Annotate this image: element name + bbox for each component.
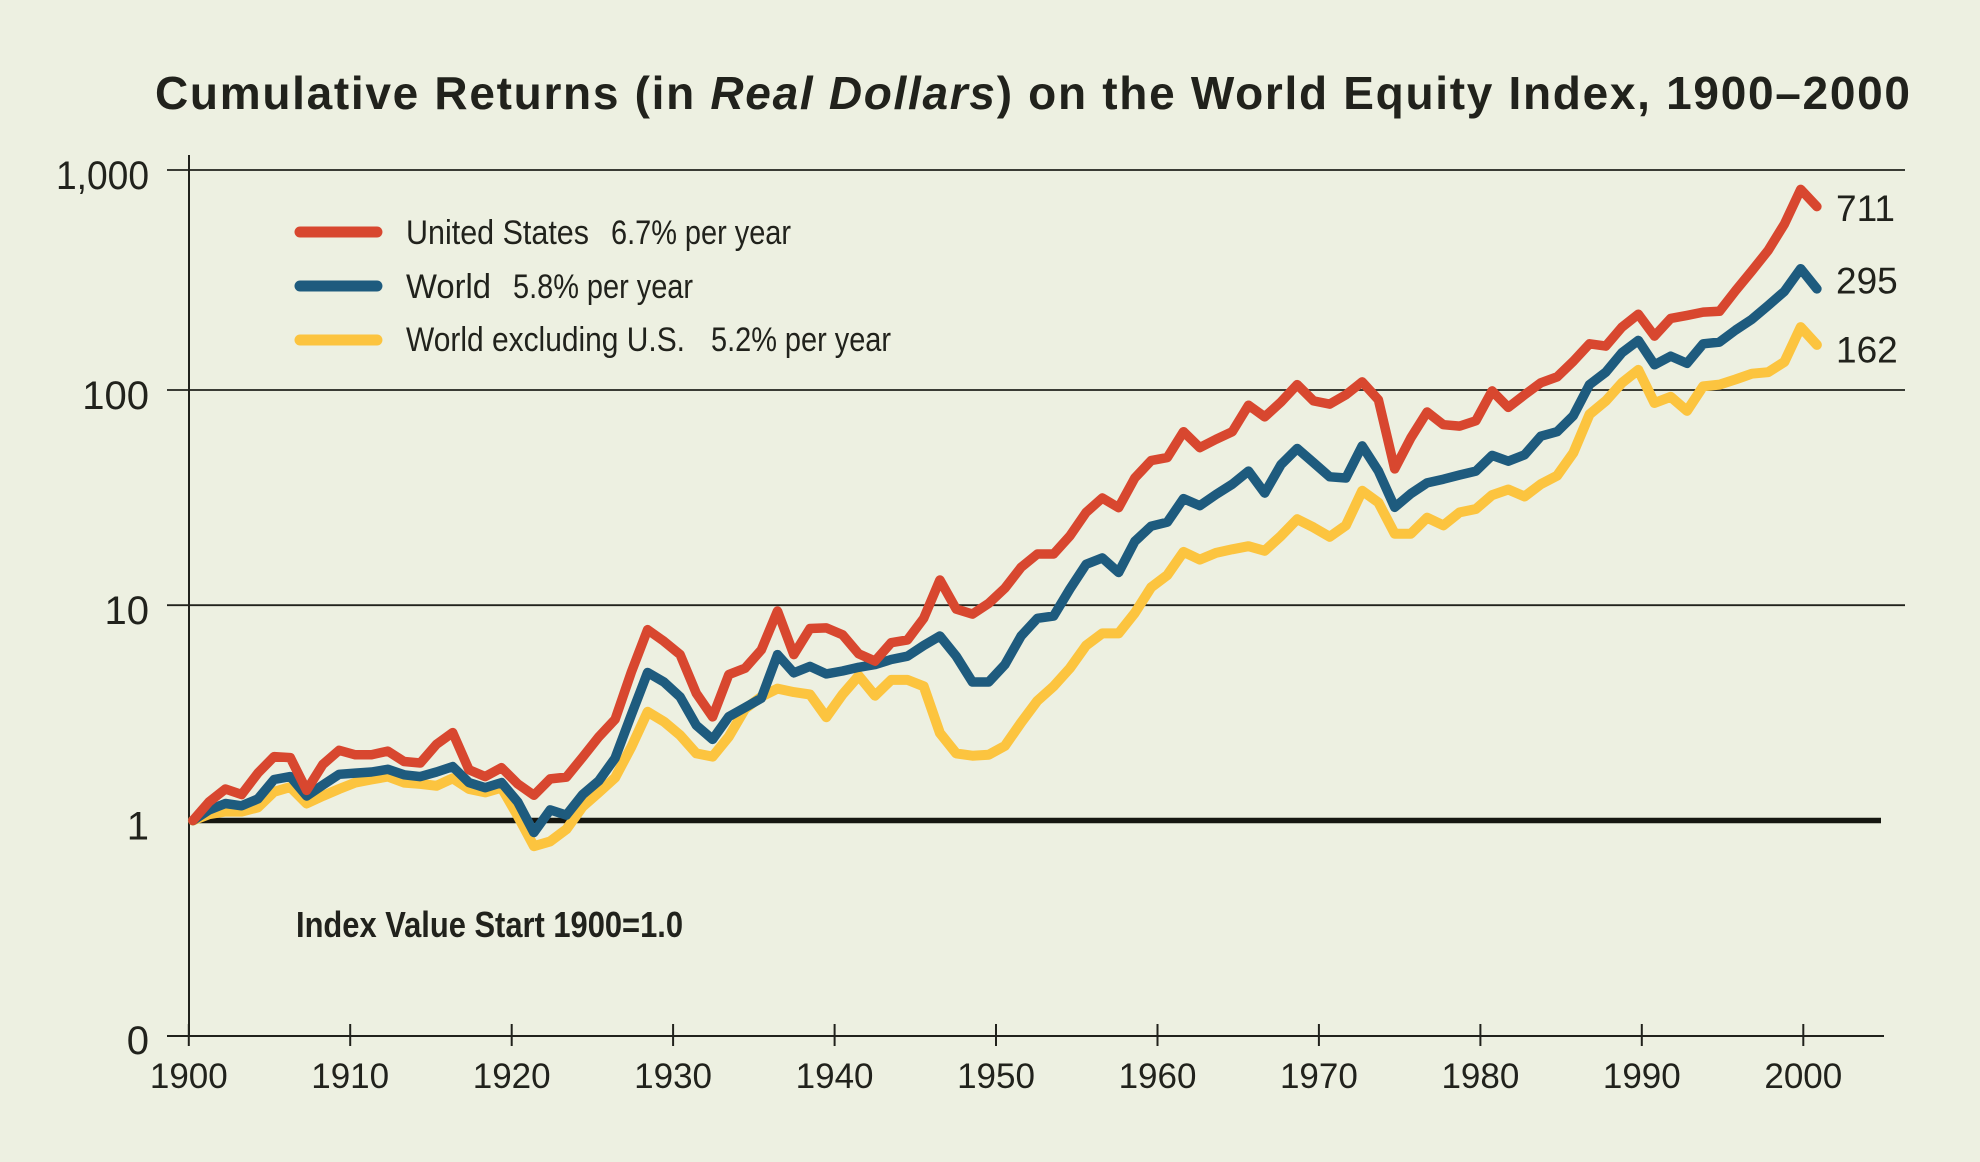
svg-text:Index Value Start 1900=1.0: Index Value Start 1900=1.0 <box>296 904 683 945</box>
svg-text:World excluding U.S.: World excluding U.S. <box>406 321 685 359</box>
svg-text:1980: 1980 <box>1441 1057 1519 1096</box>
svg-text:162: 162 <box>1836 330 1898 371</box>
svg-text:1920: 1920 <box>473 1057 551 1096</box>
svg-text:1: 1 <box>127 805 149 849</box>
svg-text:711: 711 <box>1836 188 1895 229</box>
svg-text:Cumulative Returns (in Real Do: Cumulative Returns (in Real Dollars) on … <box>155 67 1912 119</box>
svg-text:World: World <box>406 268 491 306</box>
svg-text:1940: 1940 <box>796 1057 874 1096</box>
svg-text:United States: United States <box>406 214 589 252</box>
svg-text:0: 0 <box>127 1019 149 1063</box>
svg-text:6.7% per year: 6.7% per year <box>611 214 791 252</box>
svg-text:2000: 2000 <box>1764 1057 1842 1096</box>
svg-text:100: 100 <box>82 374 149 418</box>
svg-text:10: 10 <box>105 589 150 633</box>
svg-text:295: 295 <box>1836 261 1898 302</box>
svg-text:1900: 1900 <box>150 1057 228 1096</box>
svg-text:5.2% per year: 5.2% per year <box>711 321 891 359</box>
svg-text:1,000: 1,000 <box>56 154 149 198</box>
svg-text:1910: 1910 <box>311 1057 389 1096</box>
svg-text:1950: 1950 <box>957 1057 1035 1096</box>
svg-text:1990: 1990 <box>1603 1057 1681 1096</box>
svg-text:1930: 1930 <box>634 1057 712 1096</box>
svg-text:5.8% per year: 5.8% per year <box>513 268 693 306</box>
svg-text:1970: 1970 <box>1280 1057 1358 1096</box>
svg-text:1960: 1960 <box>1119 1057 1197 1096</box>
